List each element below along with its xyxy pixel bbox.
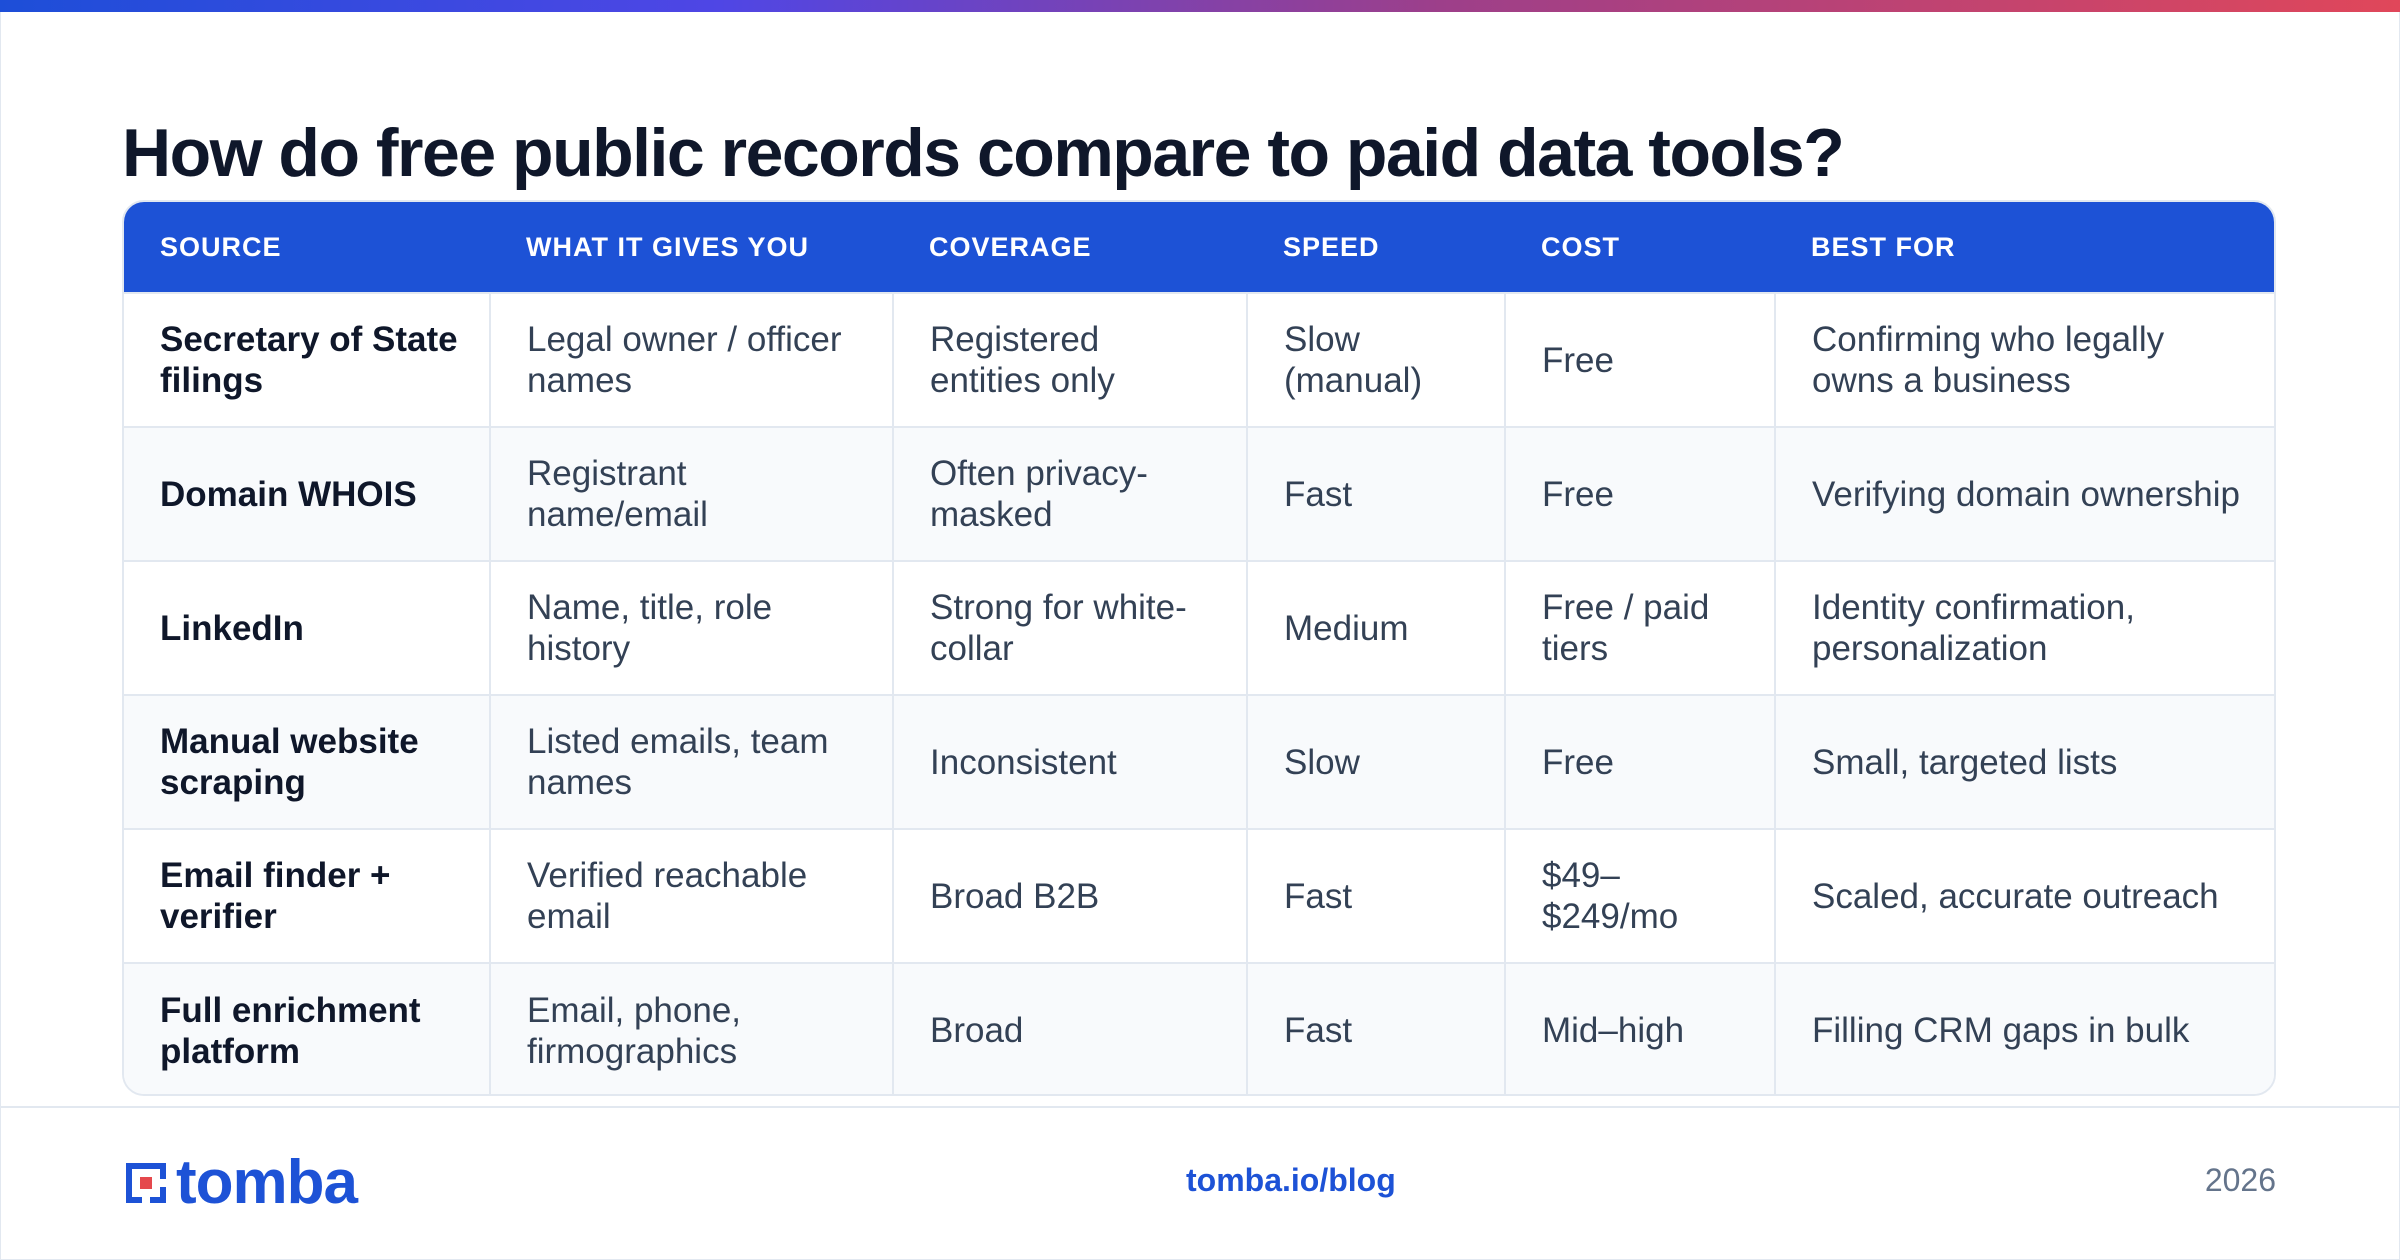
cell-speed: Fast <box>1247 828 1506 963</box>
blog-link[interactable]: tomba.io/blog <box>1186 1162 1396 1198</box>
cell-best-for: Confirming who legally owns a business <box>1775 292 2274 427</box>
tomba-logo[interactable]: tomba <box>122 1148 358 1217</box>
cell-what-it-gives-you: Listed emails, team names <box>490 694 894 829</box>
footer-divider <box>0 1106 2400 1108</box>
table-header-row: SOURCE WHAT IT GIVES YOU COVERAGE SPEED … <box>124 202 2274 293</box>
table-row: LinkedIn Name, title, role history Stron… <box>124 560 2274 695</box>
cell-best-for: Scaled, accurate outreach <box>1775 828 2274 963</box>
cell-best-for: Small, targeted lists <box>1775 694 2274 829</box>
cell-coverage: Inconsistent <box>893 694 1248 829</box>
header-source: SOURCE <box>124 202 490 293</box>
year-label: 2026 <box>2204 1162 2276 1198</box>
cell-speed: Slow <box>1247 694 1506 829</box>
cell-cost: Free <box>1505 694 1776 829</box>
cell-speed: Slow (manual) <box>1247 292 1506 427</box>
cell-source: Email finder + verifier <box>124 828 491 963</box>
cell-cost: $49–$249/mo <box>1505 828 1776 963</box>
cell-source: Secretary of State filings <box>124 292 491 427</box>
cell-speed: Fast <box>1247 426 1506 561</box>
cell-coverage: Strong for white-collar <box>893 560 1248 695</box>
cell-source: LinkedIn <box>124 560 491 695</box>
cell-what-it-gives-you: Name, title, role history <box>490 560 894 695</box>
cell-cost: Free <box>1505 426 1776 561</box>
cell-speed: Medium <box>1247 560 1506 695</box>
cell-coverage: Often privacy-masked <box>893 426 1248 561</box>
comparison-table: SOURCE WHAT IT GIVES YOU COVERAGE SPEED … <box>122 200 2276 1096</box>
cell-coverage: Broad B2B <box>893 828 1248 963</box>
cell-source: Manual website scraping <box>124 694 491 829</box>
cell-what-it-gives-you: Legal owner / officer names <box>490 292 894 427</box>
cell-coverage: Broad <box>893 962 1248 1094</box>
cell-source: Full enrichment platform <box>124 962 491 1094</box>
cell-what-it-gives-you: Registrant name/email <box>490 426 894 561</box>
tomba-logo-icon <box>126 1163 166 1203</box>
table-row: Domain WHOIS Registrant name/email Often… <box>124 426 2274 561</box>
cell-cost: Free <box>1505 292 1776 427</box>
logo-wordmark: tomba <box>176 1148 358 1217</box>
cell-best-for: Filling CRM gaps in bulk <box>1775 962 2274 1094</box>
cell-what-it-gives-you: Verified reachable email <box>490 828 894 963</box>
table-row: Full enrichment platform Email, phone, f… <box>124 962 2274 1094</box>
cell-source: Domain WHOIS <box>124 426 491 561</box>
top-gradient-bar <box>0 0 2400 12</box>
table-row: Email finder + verifier Verified reachab… <box>124 828 2274 963</box>
cell-best-for: Verifying domain ownership <box>1775 426 2274 561</box>
header-coverage: COVERAGE <box>893 202 1247 293</box>
cell-what-it-gives-you: Email, phone, firmographics <box>490 962 894 1094</box>
page-title: How do free public records compare to pa… <box>122 115 1845 191</box>
cell-best-for: Identity confirmation, personalization <box>1775 560 2274 695</box>
cell-cost: Mid–high <box>1505 962 1776 1094</box>
header-cost: COST <box>1505 202 1775 293</box>
cell-speed: Fast <box>1247 962 1506 1094</box>
cell-coverage: Registered entities only <box>893 292 1248 427</box>
table-row: Manual website scraping Listed emails, t… <box>124 694 2274 829</box>
header-what-it-gives-you: WHAT IT GIVES YOU <box>490 202 893 293</box>
table-row: Secretary of State filings Legal owner /… <box>124 292 2274 427</box>
header-best-for: BEST FOR <box>1775 202 2274 293</box>
header-speed: SPEED <box>1247 202 1505 293</box>
cell-cost: Free / paid tiers <box>1505 560 1776 695</box>
